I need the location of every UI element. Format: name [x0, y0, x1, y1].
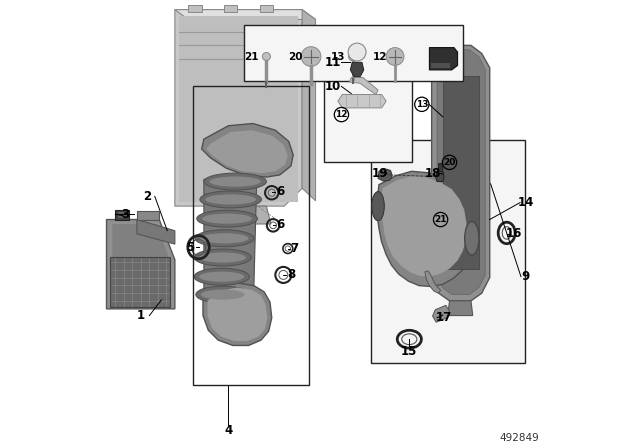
Text: 12: 12: [335, 110, 348, 119]
Text: 11: 11: [324, 56, 340, 69]
Polygon shape: [203, 283, 272, 345]
Polygon shape: [377, 171, 472, 287]
Ellipse shape: [196, 210, 257, 227]
Polygon shape: [349, 78, 378, 95]
Polygon shape: [206, 130, 288, 173]
Bar: [110, 258, 170, 306]
Bar: [244, 25, 463, 81]
Text: 7: 7: [291, 242, 299, 255]
Bar: [224, 5, 237, 12]
Polygon shape: [429, 47, 458, 70]
Polygon shape: [202, 124, 293, 177]
Ellipse shape: [205, 194, 256, 205]
Text: 16: 16: [506, 227, 522, 240]
Circle shape: [301, 47, 321, 66]
Text: 492849: 492849: [499, 433, 539, 443]
Bar: [260, 5, 273, 12]
Bar: [118, 212, 127, 218]
Circle shape: [348, 43, 366, 61]
Polygon shape: [137, 211, 159, 220]
Ellipse shape: [200, 233, 248, 243]
Polygon shape: [350, 62, 364, 77]
Bar: [324, 29, 412, 162]
Text: 9: 9: [522, 270, 529, 283]
Text: 17: 17: [436, 311, 452, 324]
Polygon shape: [381, 176, 467, 277]
Ellipse shape: [202, 214, 252, 224]
Text: 21: 21: [435, 215, 447, 224]
Polygon shape: [113, 224, 170, 304]
Text: 14: 14: [517, 196, 534, 209]
Ellipse shape: [465, 222, 479, 255]
Ellipse shape: [201, 289, 244, 300]
Polygon shape: [448, 301, 473, 315]
Text: 3: 3: [121, 208, 129, 221]
Ellipse shape: [262, 52, 271, 60]
Text: 15: 15: [401, 345, 417, 358]
Text: 10: 10: [324, 80, 340, 93]
Bar: [188, 5, 202, 12]
Text: 20: 20: [444, 158, 456, 167]
Bar: [371, 140, 525, 363]
Polygon shape: [437, 50, 485, 295]
Text: 8: 8: [287, 268, 295, 281]
Text: 13: 13: [415, 100, 428, 109]
Text: 6: 6: [276, 218, 285, 232]
Text: 4: 4: [224, 424, 232, 437]
Text: 12: 12: [372, 52, 387, 61]
Ellipse shape: [204, 173, 266, 190]
Polygon shape: [175, 9, 316, 19]
Circle shape: [386, 47, 404, 65]
Ellipse shape: [194, 249, 252, 266]
Bar: [179, 16, 298, 202]
Ellipse shape: [199, 271, 244, 282]
Ellipse shape: [372, 192, 384, 221]
Polygon shape: [378, 168, 392, 181]
Polygon shape: [436, 171, 444, 181]
Ellipse shape: [199, 252, 246, 263]
Ellipse shape: [194, 268, 250, 285]
Ellipse shape: [200, 191, 262, 208]
Ellipse shape: [209, 177, 260, 187]
Polygon shape: [207, 288, 268, 341]
Text: 19: 19: [372, 167, 388, 180]
Bar: [115, 210, 129, 220]
Text: 13: 13: [331, 52, 345, 61]
Polygon shape: [106, 220, 175, 309]
Polygon shape: [302, 9, 316, 201]
Ellipse shape: [196, 286, 250, 303]
Ellipse shape: [195, 230, 254, 247]
Ellipse shape: [349, 52, 358, 61]
Text: 18: 18: [424, 167, 441, 180]
Text: 1: 1: [136, 309, 145, 322]
Polygon shape: [338, 95, 386, 108]
Bar: [438, 163, 442, 171]
Text: 21: 21: [244, 52, 259, 61]
Polygon shape: [137, 220, 175, 244]
Polygon shape: [431, 45, 490, 301]
Bar: [193, 86, 309, 385]
Polygon shape: [175, 9, 302, 206]
Polygon shape: [425, 271, 440, 293]
Bar: [443, 76, 479, 269]
Text: 5: 5: [186, 241, 195, 254]
Polygon shape: [204, 179, 264, 336]
Text: 2: 2: [143, 190, 151, 203]
Polygon shape: [213, 206, 271, 224]
Text: 20: 20: [288, 52, 302, 61]
Text: 6: 6: [276, 185, 285, 198]
Polygon shape: [433, 305, 449, 322]
Bar: [431, 63, 451, 68]
